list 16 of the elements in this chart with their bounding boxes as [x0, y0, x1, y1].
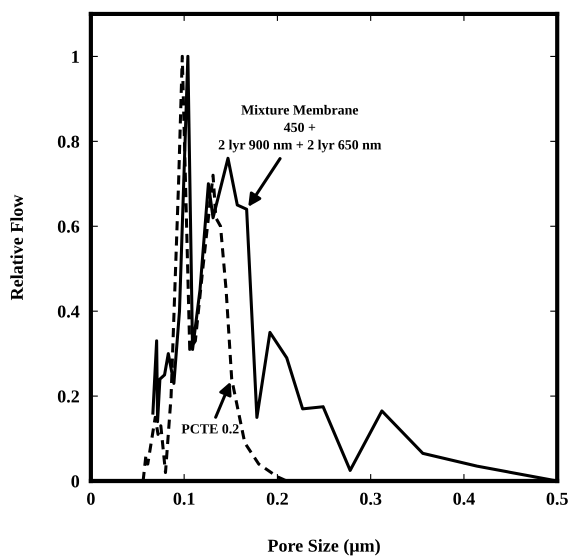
- x-tick-label: 0.3: [360, 492, 382, 505]
- y-axis-title: Relative Flow: [10, 194, 23, 300]
- y-tick-label: 0.2: [58, 390, 79, 403]
- x-axis-title: Pore Size (μm): [268, 539, 380, 556]
- y-tick-label: 0.4: [58, 305, 80, 318]
- y-tick-label: 0.8: [58, 136, 80, 148]
- annotation: PCTE 0.2: [182, 424, 239, 434]
- x-tick-label: 0.2: [266, 492, 288, 505]
- x-tick-label: 0.1: [174, 492, 194, 505]
- annotation: Mixture Membrane 450 + 2 lyr 900 nm + 2 lyr 650 nm: [218, 104, 382, 152]
- y-tick-label: 0.6: [58, 220, 80, 233]
- y-tick-label: 0: [71, 475, 80, 488]
- x-tick-label: 0.5: [546, 492, 568, 505]
- y-tick-label: 1: [72, 50, 79, 63]
- x-tick-label: 0.4: [453, 492, 475, 505]
- x-tick-label: 0: [87, 492, 95, 505]
